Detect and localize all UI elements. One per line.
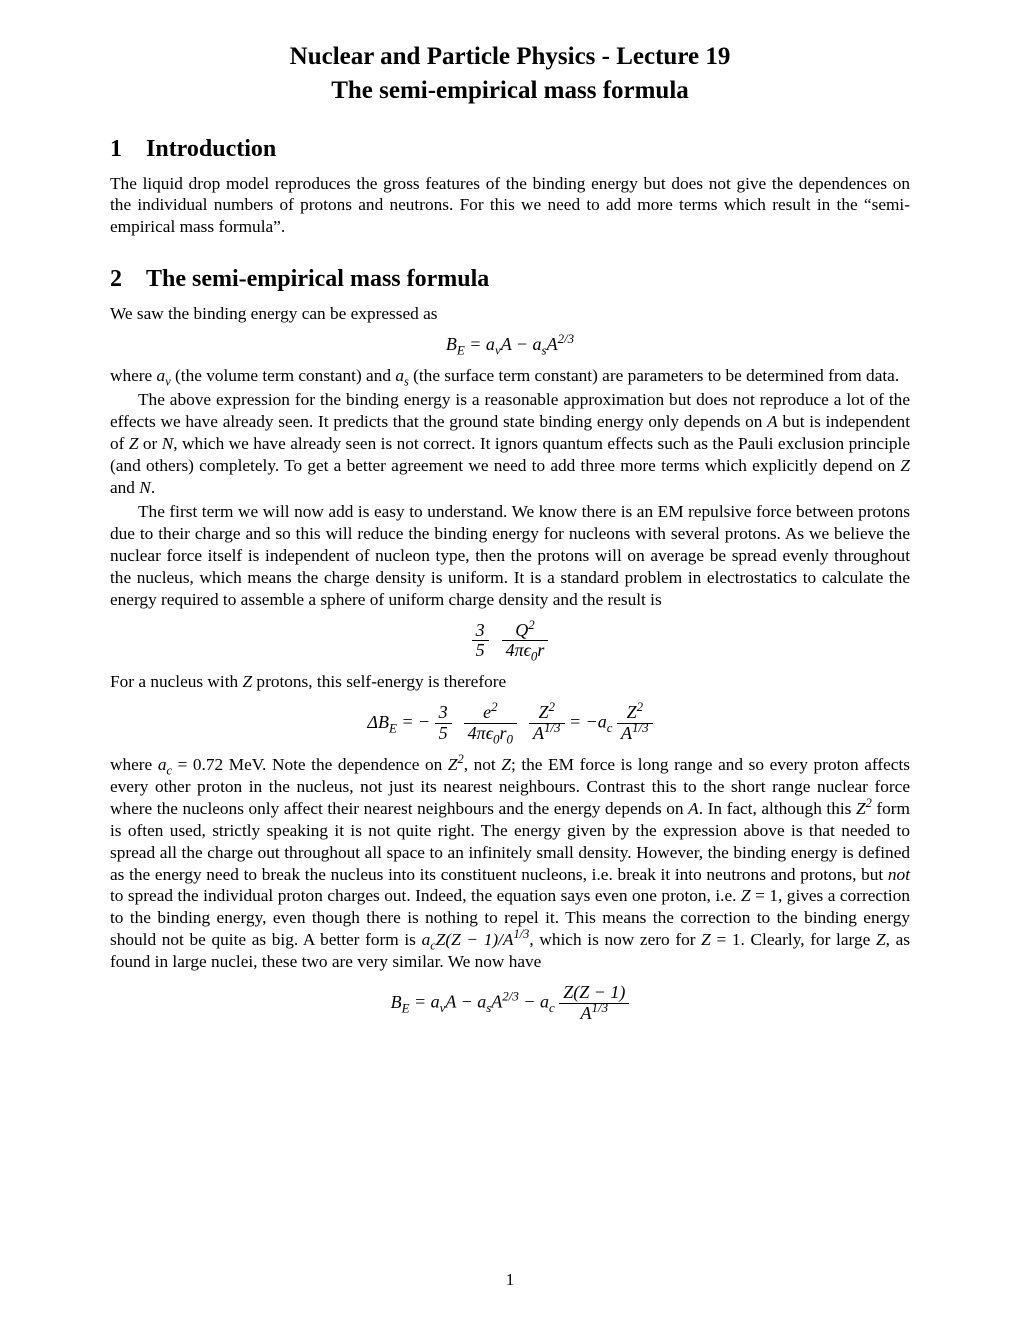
eq2-frac1: 3 5 bbox=[472, 621, 489, 662]
equation-4: BE = avA − asA2/3 − ac Z(Z − 1) A1/3 bbox=[110, 983, 910, 1024]
section-2-p3: The above expression for the binding ene… bbox=[110, 389, 910, 499]
section-2-number: 2 bbox=[110, 266, 122, 293]
eq3-frac1: 3 5 bbox=[435, 703, 452, 744]
eq3-frac3: Z2 A1/3 bbox=[529, 703, 565, 744]
eq3-lhs: ΔBE bbox=[367, 712, 396, 732]
section-2-title: The semi-empirical mass formula bbox=[146, 266, 489, 292]
section-2-p2: where av (the volume term constant) and … bbox=[110, 365, 910, 387]
section-2-heading: 2 The semi-empirical mass formula bbox=[110, 266, 910, 293]
eq2-frac2: Q2 4πϵ0r bbox=[502, 621, 549, 662]
eq4-lhs: BE bbox=[391, 992, 410, 1012]
section-2-p4: The first term we will now add is easy t… bbox=[110, 501, 910, 611]
equation-3: ΔBE = − 3 5 e2 4πϵ0r0 Z2 A1/3 = −ac Z2 A… bbox=[110, 703, 910, 744]
eq4-frac: Z(Z − 1) A1/3 bbox=[559, 983, 629, 1024]
section-1-p1: The liquid drop model reproduces the gro… bbox=[110, 173, 910, 239]
equation-1: BE = avA − asA2/3 bbox=[110, 335, 910, 355]
page: Nuclear and Particle Physics - Lecture 1… bbox=[0, 0, 1020, 1320]
section-2-p6: where ac = 0.72 MeV. Note the dependence… bbox=[110, 754, 910, 974]
title-block: Nuclear and Particle Physics - Lecture 1… bbox=[110, 40, 910, 108]
eq3-frac4: Z2 A1/3 bbox=[617, 703, 653, 744]
eq1-rhs: = avA − asA2/3 bbox=[465, 334, 574, 354]
section-2-p5: For a nucleus with Z protons, this self-… bbox=[110, 671, 910, 693]
equation-2: 3 5 Q2 4πϵ0r bbox=[110, 621, 910, 662]
section-1-heading: 1 Introduction bbox=[110, 136, 910, 163]
section-1-number: 1 bbox=[110, 136, 122, 163]
section-2-p1: We saw the binding energy can be express… bbox=[110, 303, 910, 325]
page-number: 1 bbox=[0, 1270, 1020, 1290]
title-line-1: Nuclear and Particle Physics - Lecture 1… bbox=[110, 40, 910, 74]
eq1-lhs: BE bbox=[446, 334, 465, 354]
eq3-frac2: e2 4πϵ0r0 bbox=[464, 703, 517, 744]
section-1-title: Introduction bbox=[146, 136, 276, 162]
title-line-2: The semi-empirical mass formula bbox=[110, 74, 910, 108]
